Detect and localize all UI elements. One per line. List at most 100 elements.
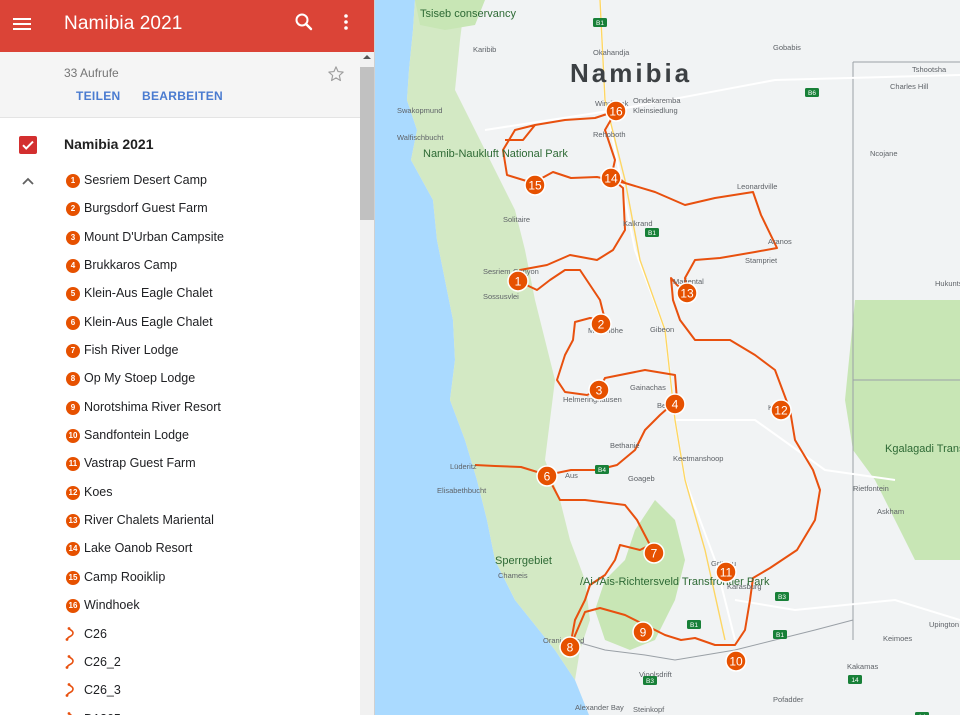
route-marker[interactable]: 1: [507, 270, 529, 292]
feature-label: Koes: [84, 484, 113, 499]
list-item[interactable]: 1 Sesriem Desert Camp: [0, 166, 360, 194]
route-marker[interactable]: 15: [524, 174, 546, 196]
feature-label: Windhoek: [84, 598, 140, 613]
search-icon[interactable]: [292, 10, 316, 34]
route-marker[interactable]: 10: [725, 650, 747, 672]
route-marker-number: 15: [528, 179, 542, 193]
route-marker-pin[interactable]: [588, 379, 610, 401]
chevron-up-icon[interactable]: [20, 174, 36, 188]
place-label: Charles Hill: [890, 82, 929, 91]
place-label: Keetmanshoop: [673, 454, 723, 463]
place-label: Swakopmund: [397, 106, 442, 115]
sidebar-scrollbar[interactable]: [360, 52, 374, 715]
ocean-area: [375, 0, 589, 715]
road-shield: B6: [805, 88, 819, 97]
route-marker[interactable]: 13: [676, 282, 698, 304]
route-marker-pin[interactable]: [632, 621, 654, 643]
route-marker[interactable]: 16: [605, 100, 627, 122]
road-shield-badge: [593, 18, 607, 27]
list-item[interactable]: 9 Norotshima River Resort: [0, 393, 360, 421]
map-canvas[interactable]: KaribibOkahandjaGobabisSwakopmundWindhoe…: [375, 0, 960, 715]
list-item[interactable]: 4 Brukkaros Camp: [0, 251, 360, 279]
botswana-border-line: [852, 61, 960, 640]
road-shield-badge: [775, 592, 789, 601]
layer-row[interactable]: Namibia 2021: [0, 126, 360, 162]
route-label: C26: [84, 626, 107, 641]
route-marker-pin[interactable]: [600, 167, 622, 189]
route-marker[interactable]: 8: [559, 636, 581, 658]
route-marker[interactable]: 11: [715, 561, 737, 583]
road-shield-badge: [643, 676, 657, 685]
road-shield-label: B1: [648, 230, 656, 237]
list-item[interactable]: 6 Klein-Aus Eagle Chalet: [0, 308, 360, 336]
road-shield-label: 14: [851, 677, 859, 684]
road-shield: 14: [848, 675, 862, 684]
list-item[interactable]: 11 Vastrap Guest Farm: [0, 449, 360, 477]
list-item[interactable]: 16 Windhoek: [0, 591, 360, 619]
place-label: Kakamas: [847, 662, 879, 671]
feature-label: Brukkaros Camp: [84, 258, 178, 273]
route-marker[interactable]: 2: [590, 313, 612, 335]
list-item[interactable]: 3 Mount D'Urban Campsite: [0, 223, 360, 251]
list-item[interactable]: 15 Camp Rooiklip: [0, 563, 360, 591]
route-label: C26_2: [84, 654, 121, 669]
place-label: Gainachas: [630, 383, 666, 392]
route-marker-pin[interactable]: [715, 561, 737, 583]
list-item[interactable]: C26: [0, 620, 360, 648]
route-marker-pin[interactable]: [590, 313, 612, 335]
route-marker-pin[interactable]: [643, 542, 665, 564]
place-label: Elisabethbucht: [437, 486, 487, 495]
edit-button[interactable]: BEARBEITEN: [142, 89, 224, 103]
list-item[interactable]: 12 Koes: [0, 478, 360, 506]
list-item[interactable]: 8 Op My Stoep Lodge: [0, 364, 360, 392]
star-outline-icon[interactable]: [326, 64, 346, 84]
route-marker[interactable]: 6: [536, 465, 558, 487]
route-marker-pin[interactable]: [676, 282, 698, 304]
route-marker-pin[interactable]: [559, 636, 581, 658]
kgalagadi-park-area: [845, 300, 960, 560]
route-marker-pin[interactable]: [725, 650, 747, 672]
road-shield-label: B6: [808, 90, 816, 97]
road-shield-badge: [848, 675, 862, 684]
route-marker-number: 3: [596, 384, 603, 398]
route-marker-pin[interactable]: [770, 399, 792, 421]
tsiseb-area: [415, 0, 485, 30]
route-marker[interactable]: 14: [600, 167, 622, 189]
route-marker[interactable]: 12: [770, 399, 792, 421]
place-label: Sossusvlei: [483, 292, 519, 301]
share-button[interactable]: TEILEN: [76, 89, 121, 103]
route-marker[interactable]: 3: [588, 379, 610, 401]
route-marker-pin[interactable]: [524, 174, 546, 196]
list-item[interactable]: 7 Fish River Lodge: [0, 336, 360, 364]
list-item[interactable]: C26_2: [0, 648, 360, 676]
route-marker-pin[interactable]: [536, 465, 558, 487]
numbered-marker-icon: 16: [66, 599, 80, 614]
route-marker-pin[interactable]: [605, 100, 627, 122]
list-item[interactable]: 10 Sandfontein Lodge: [0, 421, 360, 449]
list-item[interactable]: C26_3: [0, 676, 360, 704]
checkbox-checked-icon[interactable]: [19, 136, 37, 154]
list-item[interactable]: 2 Burgsdorf Guest Farm: [0, 194, 360, 222]
road-shield-label: B1: [776, 632, 784, 639]
route-icon: [65, 626, 74, 641]
menu-icon[interactable]: [10, 12, 34, 36]
road-shield-badge: [773, 630, 787, 639]
numbered-marker-icon: 5: [66, 287, 80, 302]
more-vert-icon[interactable]: [334, 10, 358, 34]
route-marker-number: 6: [544, 470, 551, 484]
route-marker[interactable]: 4: [664, 393, 686, 415]
list-item[interactable]: 5 Klein-Aus Eagle Chalet: [0, 279, 360, 307]
route-marker-pin[interactable]: [507, 270, 529, 292]
numbered-marker-icon: 8: [66, 372, 80, 387]
list-item[interactable]: 14 Lake Oanob Resort: [0, 534, 360, 562]
list-item[interactable]: D1265: [0, 705, 360, 715]
scroll-up-arrow-icon[interactable]: [363, 55, 371, 59]
scrollbar-thumb[interactable]: [360, 67, 374, 220]
route-marker[interactable]: 9: [632, 621, 654, 643]
place-label: Lüderitz: [450, 462, 477, 471]
place-label: Kleinsiedlung: [633, 106, 678, 115]
feature-label: Sesriem Desert Camp: [84, 173, 207, 187]
list-item[interactable]: 13 River Chalets Mariental: [0, 506, 360, 534]
route-marker-pin[interactable]: [664, 393, 686, 415]
route-marker[interactable]: 7: [643, 542, 665, 564]
